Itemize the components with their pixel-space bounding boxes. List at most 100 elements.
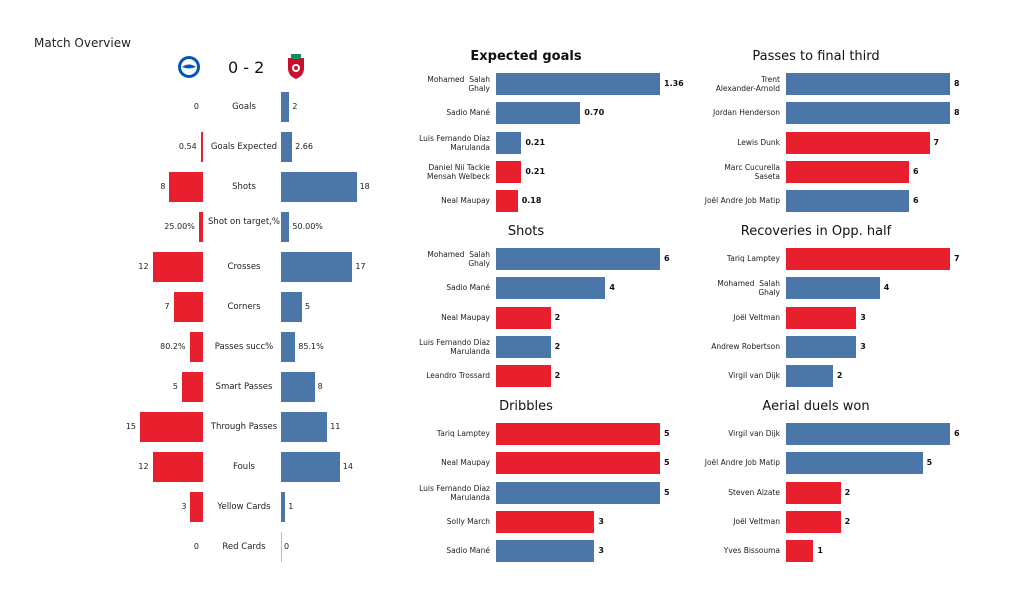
player-bar <box>496 510 595 533</box>
figure-title: Match Overview <box>34 36 131 50</box>
stat-label: Goals <box>232 102 256 112</box>
bar-value: 2 <box>844 516 851 526</box>
bar-value: 3 <box>860 312 866 322</box>
player-bar <box>496 306 551 329</box>
player-label: Daniel Nii Tackie Mensah Welbeck <box>427 162 490 181</box>
player-label: Solly March <box>446 516 490 526</box>
player-bar <box>786 131 930 154</box>
player-bar <box>786 73 950 95</box>
bar-value: 5 <box>664 458 670 468</box>
player-bar <box>786 248 950 270</box>
home-bar <box>189 332 203 362</box>
bar-value: 6 <box>913 196 919 206</box>
stat-label: Through Passes <box>210 422 278 432</box>
player-bar <box>786 277 880 300</box>
player-label: Luis Fernando Díaz Marulanda <box>419 337 490 356</box>
home-value: 7 <box>164 302 170 311</box>
player-bar <box>496 423 660 445</box>
home-value: 8 <box>160 182 166 191</box>
chart-title: Dribbles <box>499 399 553 414</box>
chart-title: Recoveries in Opp. half <box>740 224 892 239</box>
player-label: Sadio Mané <box>446 283 490 293</box>
away-value: 17 <box>355 262 366 271</box>
away-value: 85.1% <box>298 342 324 351</box>
home-value: 25.00% <box>164 222 195 231</box>
player-label: Virgil van Dijk <box>728 429 780 438</box>
player-label: Luis Fernando Díaz Marulanda <box>419 133 490 152</box>
player-bar <box>496 365 551 388</box>
bar-value: 2 <box>844 487 851 497</box>
player-bar <box>496 160 522 183</box>
stat-label: Shot on target,% <box>208 217 280 227</box>
home-bar <box>182 372 203 402</box>
away-value: 2.66 <box>295 142 313 151</box>
away-bar <box>281 412 328 442</box>
bar-value: 0.18 <box>521 196 542 206</box>
bar-value: 5 <box>664 487 670 497</box>
bar-value: 4 <box>609 283 615 293</box>
player-bar <box>786 540 814 563</box>
stat-label: Smart Passes <box>215 382 273 392</box>
player-bar <box>496 277 606 300</box>
bar-value: 6 <box>664 254 670 263</box>
player-label: Mohamed Salah Ghaly <box>427 75 490 93</box>
home-value: 15 <box>125 422 136 431</box>
player-bar <box>786 306 857 329</box>
home-bar <box>140 412 203 442</box>
bar-value: 0.70 <box>584 108 605 118</box>
bar-value: 6 <box>913 166 919 176</box>
player-label: Joël Veltman <box>733 312 780 322</box>
player-bar <box>496 481 660 504</box>
player-label: Steven Alzate <box>728 487 780 497</box>
away-value: 2 <box>292 102 298 111</box>
home-value: 12 <box>138 462 149 471</box>
player-label: Tariq Lamptey <box>436 429 490 438</box>
away-bar <box>281 492 286 522</box>
home-value: 5 <box>172 382 178 391</box>
away-value: 5 <box>305 302 311 311</box>
player-label: Jordan Henderson <box>713 108 780 118</box>
bar-value: 3 <box>598 546 604 556</box>
away-value: 1 <box>288 502 294 511</box>
home-value: 0.54 <box>178 142 197 151</box>
player-label: Sadio Mané <box>446 546 490 556</box>
home-value: 80.2% <box>160 342 186 351</box>
bar-value: 1.36 <box>664 79 684 88</box>
brighton-crest-icon <box>178 56 200 78</box>
player-bar <box>496 102 581 125</box>
bar-value: 2 <box>836 371 843 381</box>
bar-value: 2 <box>554 371 561 381</box>
stat-label: Yellow Cards <box>217 502 271 512</box>
player-label: Luis Fernando Díaz Marulanda <box>419 483 490 502</box>
player-bar <box>496 452 660 475</box>
player-bar <box>786 423 950 445</box>
player-label: Marc Cucurella Saseta <box>724 162 780 181</box>
home-bar <box>152 252 203 282</box>
bar-value: 0.21 <box>525 137 546 147</box>
player-bar <box>496 248 660 270</box>
stat-label: Crosses <box>227 262 261 272</box>
bar-value: 4 <box>883 283 890 293</box>
player-bar <box>786 160 909 183</box>
home-value: 12 <box>138 262 149 271</box>
bar-value: 7 <box>933 137 940 147</box>
away-bar <box>281 372 315 402</box>
player-label: Mohamed Salah Ghaly <box>717 279 780 298</box>
player-bar <box>786 190 909 213</box>
player-label: Yves Bissouma <box>723 546 780 556</box>
bar-value: 0.21 <box>525 166 546 176</box>
player-label: Mohamed Salah Ghaly <box>427 250 490 268</box>
player-bar <box>786 102 950 125</box>
player-bar <box>786 510 841 533</box>
away-bar <box>281 132 293 162</box>
home-bar <box>173 292 203 322</box>
home-bar <box>190 492 203 522</box>
player-bar <box>786 365 833 388</box>
home-bar <box>200 132 203 162</box>
player-bar <box>786 335 857 358</box>
player-label: Lewis Dunk <box>737 137 780 147</box>
player-label: Tariq Lamptey <box>726 254 780 263</box>
away-value: 50.00% <box>292 222 323 231</box>
player-bar <box>496 540 595 563</box>
